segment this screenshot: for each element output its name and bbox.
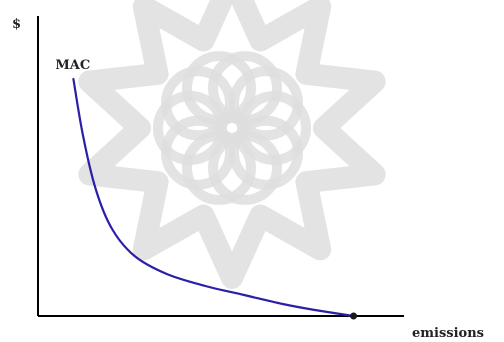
watermark-petal (229, 66, 303, 141)
y-axis-label: $ (12, 17, 21, 32)
curve-endpoint-marker (350, 312, 358, 320)
curve-label-mac: MAC (55, 58, 90, 73)
watermark-petal (208, 130, 282, 205)
series-line-mac (72, 77, 355, 318)
x-axis-label: emissions (412, 326, 484, 341)
watermark-star (78, 0, 386, 289)
watermark-petal (208, 51, 282, 126)
watermark-ornament (78, 0, 386, 289)
watermark-petal (182, 51, 256, 126)
